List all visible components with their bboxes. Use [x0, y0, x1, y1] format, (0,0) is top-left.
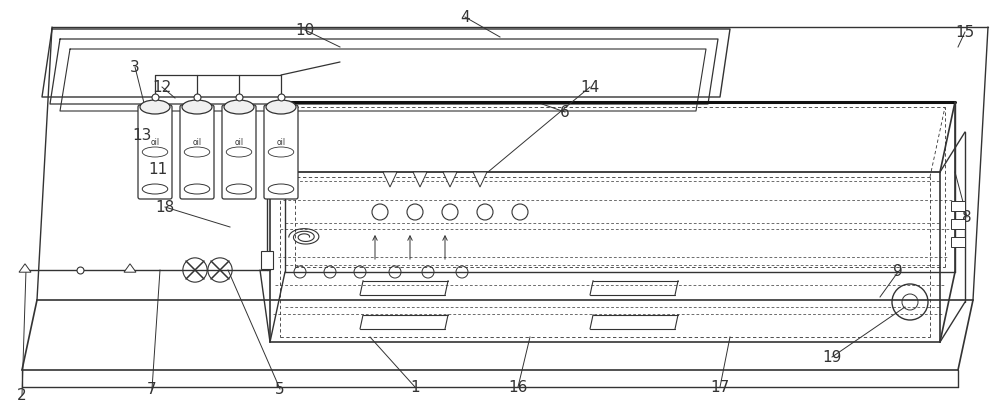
Polygon shape	[124, 264, 136, 272]
Text: 13: 13	[132, 128, 152, 143]
Text: 11: 11	[148, 161, 168, 176]
Ellipse shape	[268, 184, 294, 194]
Ellipse shape	[184, 147, 210, 157]
Ellipse shape	[184, 184, 210, 194]
Bar	[951, 237, 965, 247]
Ellipse shape	[182, 100, 212, 114]
Text: 17: 17	[710, 379, 730, 394]
Ellipse shape	[142, 147, 168, 157]
Ellipse shape	[224, 100, 254, 114]
Polygon shape	[413, 172, 427, 187]
Text: 15: 15	[955, 25, 975, 40]
Ellipse shape	[140, 100, 170, 114]
Text: 4: 4	[460, 10, 470, 25]
Text: oil: oil	[150, 138, 160, 146]
Bar	[951, 201, 965, 211]
Ellipse shape	[142, 184, 168, 194]
Bar	[261, 251, 273, 269]
Text: 6: 6	[560, 105, 570, 120]
Text: 9: 9	[893, 264, 903, 279]
Text: 19: 19	[822, 349, 842, 364]
Text: 1: 1	[410, 379, 420, 394]
FancyBboxPatch shape	[180, 105, 214, 199]
Polygon shape	[383, 172, 397, 187]
FancyBboxPatch shape	[138, 105, 172, 199]
Ellipse shape	[226, 147, 252, 157]
Text: 3: 3	[130, 60, 140, 75]
Text: 2: 2	[17, 387, 27, 402]
Polygon shape	[443, 172, 457, 187]
Ellipse shape	[226, 184, 252, 194]
Ellipse shape	[268, 147, 294, 157]
Text: 10: 10	[295, 23, 315, 38]
Text: oil: oil	[234, 138, 244, 146]
Text: 7: 7	[147, 382, 157, 397]
Text: 18: 18	[155, 199, 175, 214]
Text: 12: 12	[152, 80, 172, 95]
FancyBboxPatch shape	[222, 105, 256, 199]
Ellipse shape	[266, 100, 296, 114]
Bar	[951, 219, 965, 229]
FancyBboxPatch shape	[264, 105, 298, 199]
Text: 8: 8	[962, 209, 972, 224]
Text: 14: 14	[580, 80, 600, 95]
Text: oil: oil	[192, 138, 202, 146]
Text: 5: 5	[275, 382, 285, 397]
Text: oil: oil	[276, 138, 286, 146]
Polygon shape	[473, 172, 487, 187]
Text: 16: 16	[508, 379, 528, 394]
Polygon shape	[19, 264, 31, 272]
